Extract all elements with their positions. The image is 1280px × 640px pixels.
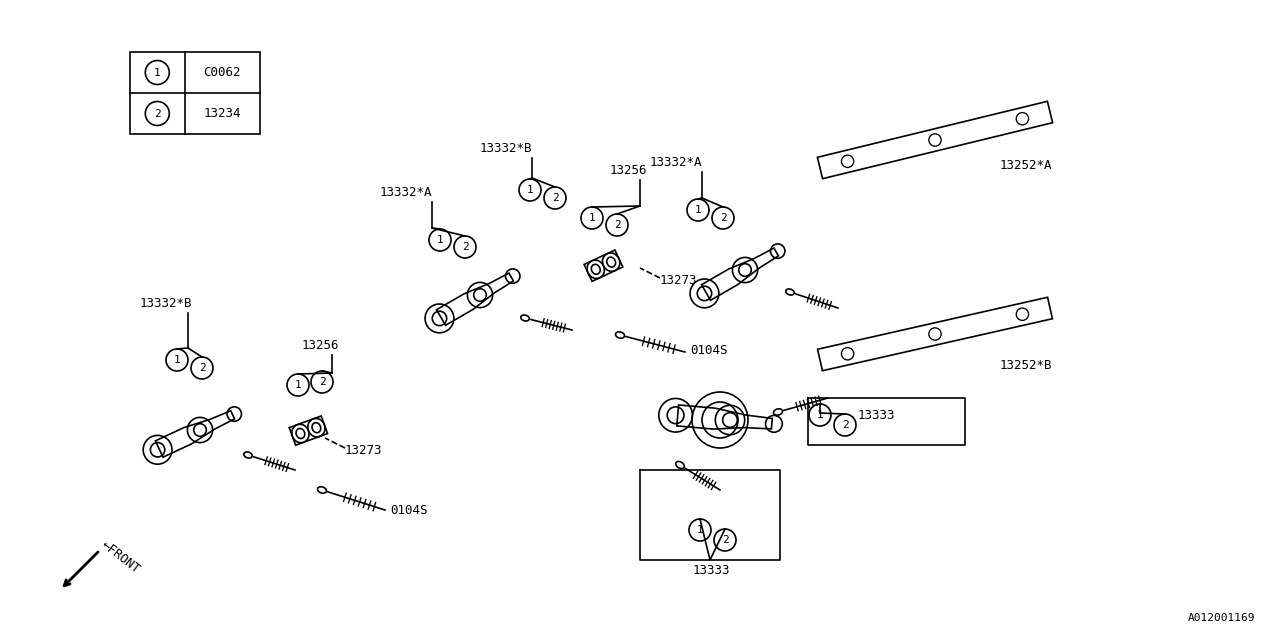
Text: 2: 2 (462, 242, 468, 252)
Text: 2: 2 (613, 220, 621, 230)
Text: 13252*B: 13252*B (1000, 358, 1052, 371)
Text: 1: 1 (589, 213, 595, 223)
Text: 13332*A: 13332*A (380, 186, 433, 198)
Text: 2: 2 (722, 535, 728, 545)
Text: 13332*B: 13332*B (480, 141, 532, 154)
Text: 0104S: 0104S (690, 344, 727, 356)
Text: 1: 1 (695, 205, 701, 215)
Text: 1: 1 (174, 355, 180, 365)
Text: 1: 1 (436, 235, 443, 245)
Text: 2: 2 (198, 363, 205, 373)
Text: 13256: 13256 (611, 163, 648, 177)
Text: 13332*A: 13332*A (650, 156, 703, 168)
Text: 2: 2 (552, 193, 558, 203)
Text: A012001169: A012001169 (1188, 613, 1254, 623)
Text: 1: 1 (294, 380, 301, 390)
Text: 13234: 13234 (204, 107, 241, 120)
Text: 1: 1 (154, 67, 161, 77)
Text: 13256: 13256 (302, 339, 339, 351)
Text: 2: 2 (719, 213, 726, 223)
Text: 1: 1 (696, 525, 704, 535)
Bar (131, 52, 260, 134)
Text: 13332*B: 13332*B (140, 296, 192, 310)
Text: 13333: 13333 (858, 408, 896, 422)
Text: 0104S: 0104S (390, 504, 428, 516)
Text: 13273: 13273 (346, 444, 383, 456)
Text: 2: 2 (842, 420, 849, 430)
Text: 1: 1 (526, 185, 534, 195)
Text: 2: 2 (154, 109, 161, 118)
Text: 2: 2 (319, 377, 325, 387)
Text: 13273: 13273 (660, 273, 698, 287)
Text: 13252*A: 13252*A (1000, 159, 1052, 172)
Text: 1: 1 (817, 410, 823, 420)
Text: C0062: C0062 (204, 66, 241, 79)
Text: 13333: 13333 (692, 563, 731, 577)
Text: ←FRONT: ←FRONT (99, 538, 142, 576)
